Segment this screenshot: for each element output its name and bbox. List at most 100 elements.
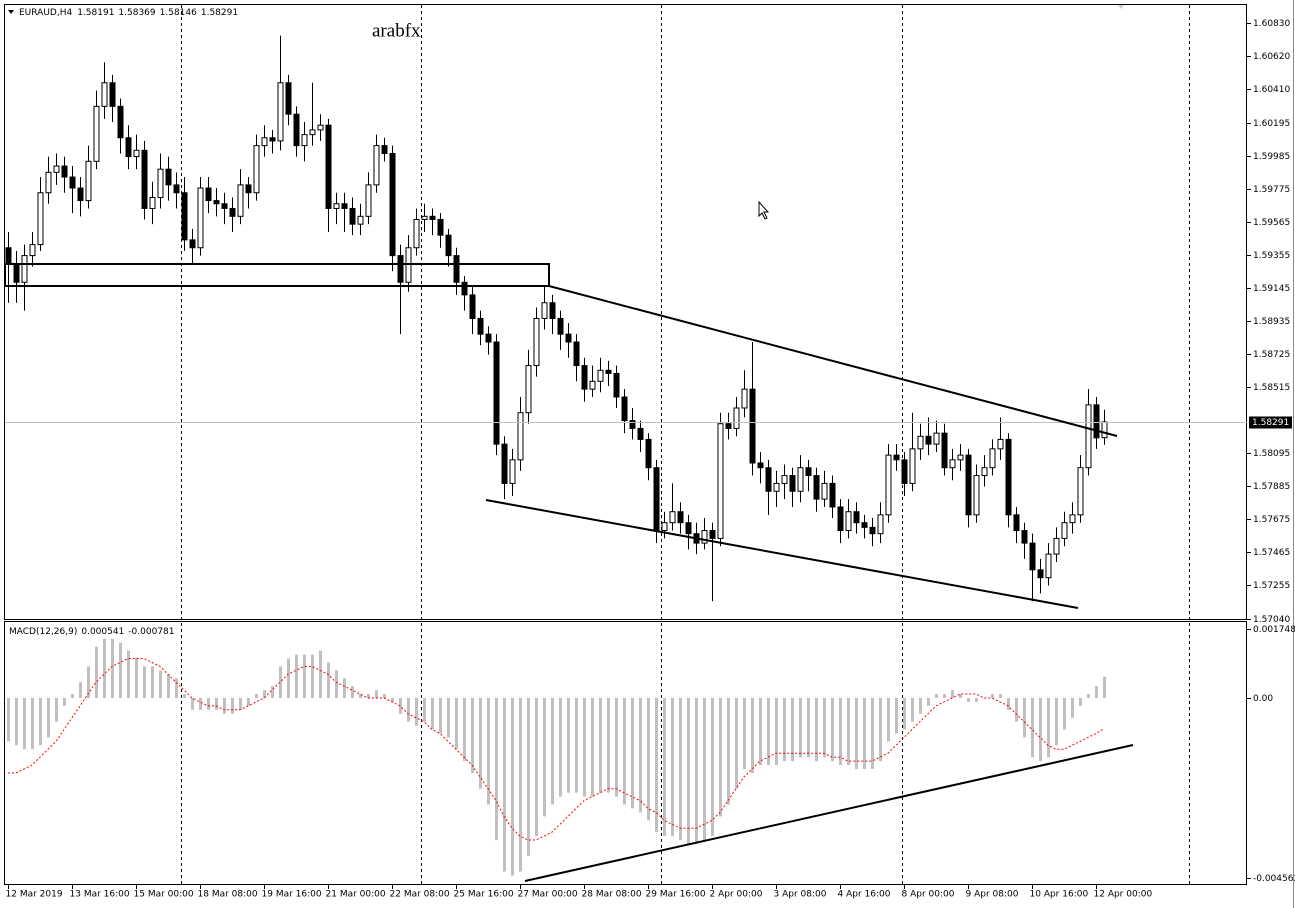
candle-body	[701, 530, 708, 544]
macd-bar	[247, 697, 250, 706]
macd-bar	[335, 670, 338, 698]
candle-body	[957, 454, 964, 461]
macd-bar	[263, 690, 266, 698]
candle-body	[661, 522, 668, 532]
macd-bar	[255, 694, 258, 698]
candle-body	[461, 281, 468, 296]
macd-bar	[543, 697, 546, 817]
macd-bar	[95, 646, 98, 698]
candle-body	[1045, 553, 1052, 579]
y-tick-label: 1.60830	[1253, 19, 1290, 29]
candle-body	[1005, 438, 1012, 516]
candle-body	[717, 423, 724, 539]
signal-line	[8, 658, 1105, 841]
macd-bar	[15, 697, 18, 746]
macd-bar	[87, 666, 90, 698]
candle-body	[101, 82, 108, 107]
macd-y-tick-label: 0.001748	[1253, 625, 1295, 635]
lower-trendline	[485, 499, 1079, 609]
candle-body	[1029, 542, 1036, 571]
candle-body	[157, 168, 164, 198]
macd-bar	[695, 697, 698, 844]
candle-body	[805, 467, 812, 477]
candle-body	[773, 482, 780, 492]
candle-body	[117, 105, 124, 139]
y-tick-label: 1.57885	[1253, 482, 1290, 492]
x-tick-label: 19 Mar 16:00	[262, 890, 322, 900]
candle-body	[821, 482, 828, 500]
macd-bar	[751, 697, 754, 773]
candle-body	[309, 129, 316, 136]
candle-body	[173, 184, 180, 194]
candle-body	[837, 506, 844, 532]
candle-body	[813, 475, 820, 500]
support-zone	[4, 263, 550, 287]
candle-body	[85, 160, 92, 202]
candle-body	[373, 145, 380, 186]
candle-body	[997, 438, 1004, 450]
x-tick-label: 22 Mar 08:00	[390, 890, 450, 900]
macd-bar	[135, 658, 138, 698]
candle-body	[317, 124, 324, 131]
macd-bar	[943, 694, 946, 698]
y-tick-label: 1.60195	[1253, 119, 1290, 129]
current-price-tag	[1249, 416, 1292, 429]
drawings	[4, 263, 1134, 882]
macd-bar	[231, 697, 234, 714]
candle-body	[485, 333, 492, 343]
symbol: EURAUD,H4	[19, 8, 72, 18]
macd-bar	[655, 697, 658, 833]
candle-body	[501, 443, 508, 484]
dropdown-arrow[interactable]	[8, 10, 14, 14]
candle-body	[933, 432, 940, 445]
candle-body	[885, 454, 892, 516]
macd-bar	[319, 650, 322, 698]
x-tick-label: 10 Apr 16:00	[1030, 890, 1089, 900]
candle-body	[197, 187, 204, 249]
macd-bar	[1047, 697, 1050, 758]
candle-body	[765, 467, 772, 492]
candle-body	[45, 171, 52, 194]
candle-body	[597, 369, 604, 382]
header-low: 1.58146	[160, 8, 197, 18]
candle-body	[389, 152, 396, 257]
shift-marker	[1118, 5, 1124, 9]
candle-body	[613, 372, 620, 398]
candle-body	[37, 192, 44, 246]
macd-bar	[823, 697, 826, 758]
macd-bar	[207, 697, 210, 710]
macd-bar	[119, 642, 122, 698]
candle-body	[709, 530, 716, 539]
macd-bar	[1095, 686, 1098, 698]
macd-bar	[479, 697, 482, 789]
candle-body	[453, 255, 460, 283]
macd-bar	[151, 666, 154, 698]
candle-body	[413, 218, 420, 249]
x-tick-label: 29 Mar 16:00	[646, 890, 706, 900]
price-panel-frame	[4, 4, 1247, 620]
candle-body	[229, 207, 236, 217]
macd-bar	[791, 697, 794, 762]
candle-body	[677, 511, 684, 524]
signal-value: -0.000781	[128, 627, 174, 637]
macd-bar	[759, 697, 762, 766]
macd-bar	[903, 697, 906, 730]
candle-body	[77, 187, 84, 202]
x-tick-label: 4 Apr 16:00	[838, 890, 891, 900]
candle-body	[973, 475, 980, 516]
macd-bar	[799, 697, 802, 758]
macd-bar	[927, 697, 930, 706]
macd-bar	[415, 697, 418, 726]
macd-bar	[327, 662, 330, 698]
candle-body	[1061, 522, 1068, 539]
candle-body	[277, 82, 284, 142]
y-tick-label: 1.58095	[1253, 449, 1290, 459]
macd-bar	[663, 697, 666, 837]
macd-bar	[919, 697, 922, 714]
macd-bar	[351, 686, 354, 698]
candle-body	[293, 113, 300, 147]
macd-bar	[767, 697, 770, 766]
candle-body	[901, 459, 908, 484]
candle-body	[989, 448, 996, 469]
